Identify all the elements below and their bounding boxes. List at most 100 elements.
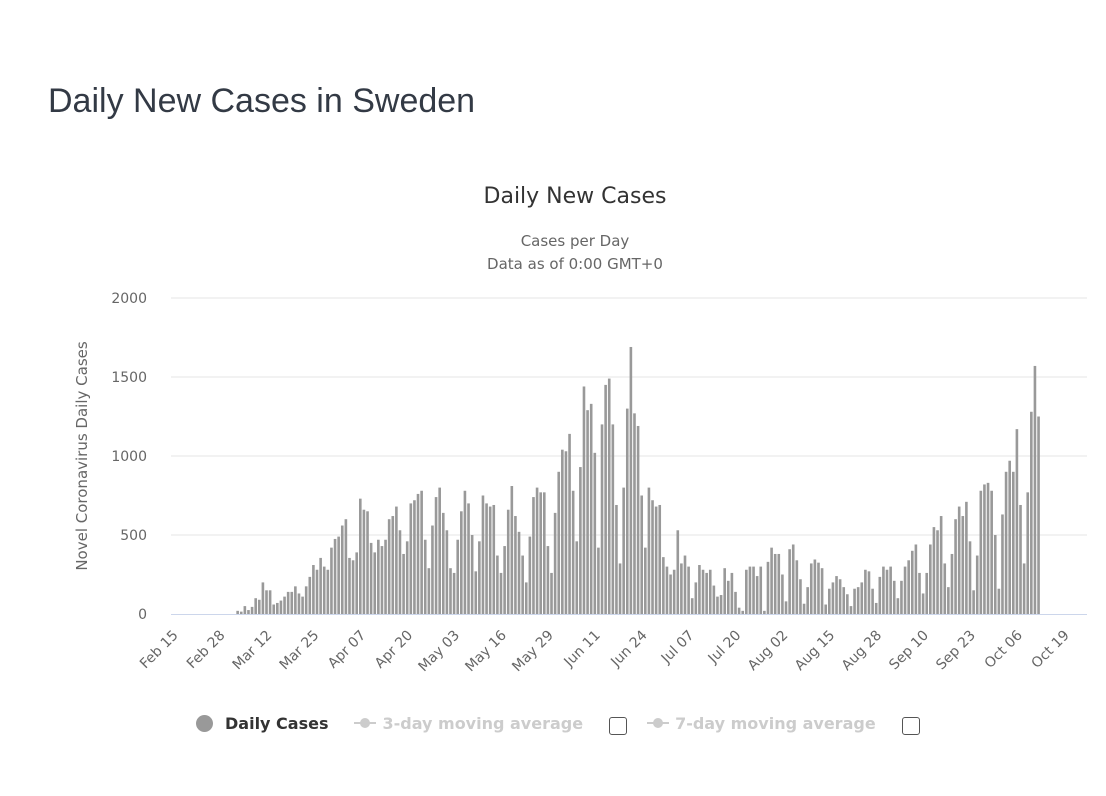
bar[interactable]	[842, 587, 846, 614]
bar[interactable]	[690, 598, 694, 614]
bar-series-daily-cases[interactable]	[236, 346, 1040, 615]
bar[interactable]	[330, 547, 333, 614]
bar[interactable]	[377, 539, 380, 614]
bar[interactable]	[474, 571, 478, 614]
bar[interactable]	[853, 588, 856, 614]
bar[interactable]	[896, 598, 900, 614]
bar[interactable]	[261, 582, 265, 614]
bar[interactable]	[503, 546, 506, 614]
bar[interactable]	[813, 559, 817, 614]
bar[interactable]	[864, 569, 867, 614]
bar[interactable]	[456, 539, 460, 614]
bar[interactable]	[824, 604, 827, 614]
bar[interactable]	[463, 490, 467, 614]
bar[interactable]	[708, 569, 712, 614]
bar[interactable]	[250, 606, 254, 614]
bar[interactable]	[1001, 514, 1004, 614]
bar[interactable]	[726, 580, 730, 614]
bar[interactable]	[492, 504, 496, 614]
bar[interactable]	[705, 572, 708, 614]
bar[interactable]	[524, 582, 528, 614]
bar[interactable]	[921, 593, 925, 614]
bar[interactable]	[391, 516, 395, 614]
bar[interactable]	[838, 579, 842, 614]
bar[interactable]	[301, 596, 304, 614]
bar[interactable]	[517, 531, 521, 614]
bar[interactable]	[983, 484, 986, 614]
bar[interactable]	[759, 566, 763, 614]
bar[interactable]	[366, 511, 369, 614]
bar[interactable]	[373, 552, 377, 614]
legend-item-3day-avg[interactable]: 3-day moving average	[354, 714, 583, 733]
bar[interactable]	[1037, 416, 1040, 615]
bar[interactable]	[337, 536, 340, 614]
bar[interactable]	[730, 572, 734, 614]
bar[interactable]	[965, 501, 968, 614]
bar[interactable]	[445, 530, 449, 614]
bar[interactable]	[734, 591, 737, 614]
bar[interactable]	[582, 386, 586, 614]
bar[interactable]	[600, 424, 604, 614]
bar[interactable]	[644, 547, 647, 614]
bar[interactable]	[647, 487, 651, 614]
bar[interactable]	[860, 582, 864, 614]
bar[interactable]	[380, 546, 384, 614]
bar[interactable]	[597, 547, 600, 614]
bar[interactable]	[409, 503, 413, 614]
bar[interactable]	[701, 569, 705, 614]
bar[interactable]	[636, 425, 640, 614]
legend-item-7day-avg[interactable]: 7-day moving average	[647, 714, 876, 733]
bar[interactable]	[968, 541, 972, 614]
bar[interactable]	[662, 557, 665, 614]
bar[interactable]	[975, 555, 979, 614]
bar[interactable]	[564, 451, 568, 614]
bar[interactable]	[716, 596, 719, 614]
bar[interactable]	[607, 378, 611, 614]
bar[interactable]	[355, 552, 358, 614]
bar[interactable]	[239, 611, 243, 614]
bar[interactable]	[929, 544, 932, 614]
bar[interactable]	[344, 519, 348, 614]
bar[interactable]	[622, 487, 625, 614]
bar[interactable]	[604, 384, 607, 614]
bar[interactable]	[535, 487, 539, 614]
bar[interactable]	[449, 568, 452, 614]
bar[interactable]	[802, 603, 806, 614]
bar[interactable]	[423, 539, 427, 614]
bar[interactable]	[755, 576, 759, 614]
bar[interactable]	[384, 539, 387, 614]
bar[interactable]	[835, 576, 838, 614]
bar[interactable]	[672, 569, 676, 614]
bar[interactable]	[333, 538, 337, 614]
bar[interactable]	[254, 598, 257, 614]
bar[interactable]	[579, 467, 582, 614]
bar[interactable]	[319, 557, 322, 614]
bar[interactable]	[993, 535, 997, 614]
bar[interactable]	[427, 568, 431, 614]
bar[interactable]	[889, 566, 892, 614]
bar[interactable]	[846, 594, 849, 614]
bar[interactable]	[506, 509, 510, 614]
bar[interactable]	[1030, 411, 1033, 614]
bar[interactable]	[723, 568, 726, 614]
bar[interactable]	[438, 487, 441, 614]
bar[interactable]	[947, 587, 950, 614]
bar[interactable]	[589, 403, 593, 614]
bar[interactable]	[799, 579, 802, 614]
bar[interactable]	[892, 580, 896, 614]
bar[interactable]	[932, 527, 936, 614]
bar[interactable]	[615, 504, 618, 614]
bar[interactable]	[950, 553, 954, 614]
bar[interactable]	[871, 588, 874, 614]
bar[interactable]	[348, 557, 351, 614]
bar[interactable]	[961, 516, 965, 614]
bar[interactable]	[788, 549, 791, 614]
bar[interactable]	[546, 546, 550, 614]
bar[interactable]	[1026, 492, 1030, 614]
bar[interactable]	[312, 565, 315, 614]
bar[interactable]	[680, 563, 683, 614]
bar[interactable]	[431, 525, 434, 614]
bar[interactable]	[528, 536, 532, 614]
bar[interactable]	[820, 568, 824, 614]
bar[interactable]	[856, 587, 860, 614]
